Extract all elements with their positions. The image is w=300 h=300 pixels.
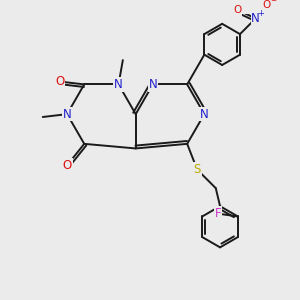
- Text: N: N: [114, 78, 123, 91]
- Text: +: +: [257, 9, 264, 18]
- Text: O$^{-}$: O$^{-}$: [262, 0, 278, 10]
- Text: N: N: [251, 12, 260, 25]
- Text: O: O: [233, 5, 241, 15]
- Text: N: N: [63, 108, 71, 121]
- Text: N: N: [200, 108, 209, 121]
- Text: N: N: [148, 78, 157, 91]
- Text: O: O: [62, 159, 72, 172]
- Text: O: O: [55, 75, 64, 88]
- Text: S: S: [194, 163, 201, 176]
- Text: F: F: [214, 207, 221, 220]
